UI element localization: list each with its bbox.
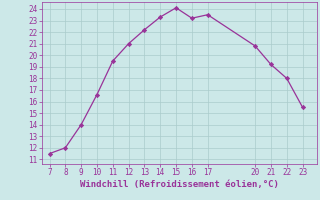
X-axis label: Windchill (Refroidissement éolien,°C): Windchill (Refroidissement éolien,°C) <box>80 180 279 189</box>
